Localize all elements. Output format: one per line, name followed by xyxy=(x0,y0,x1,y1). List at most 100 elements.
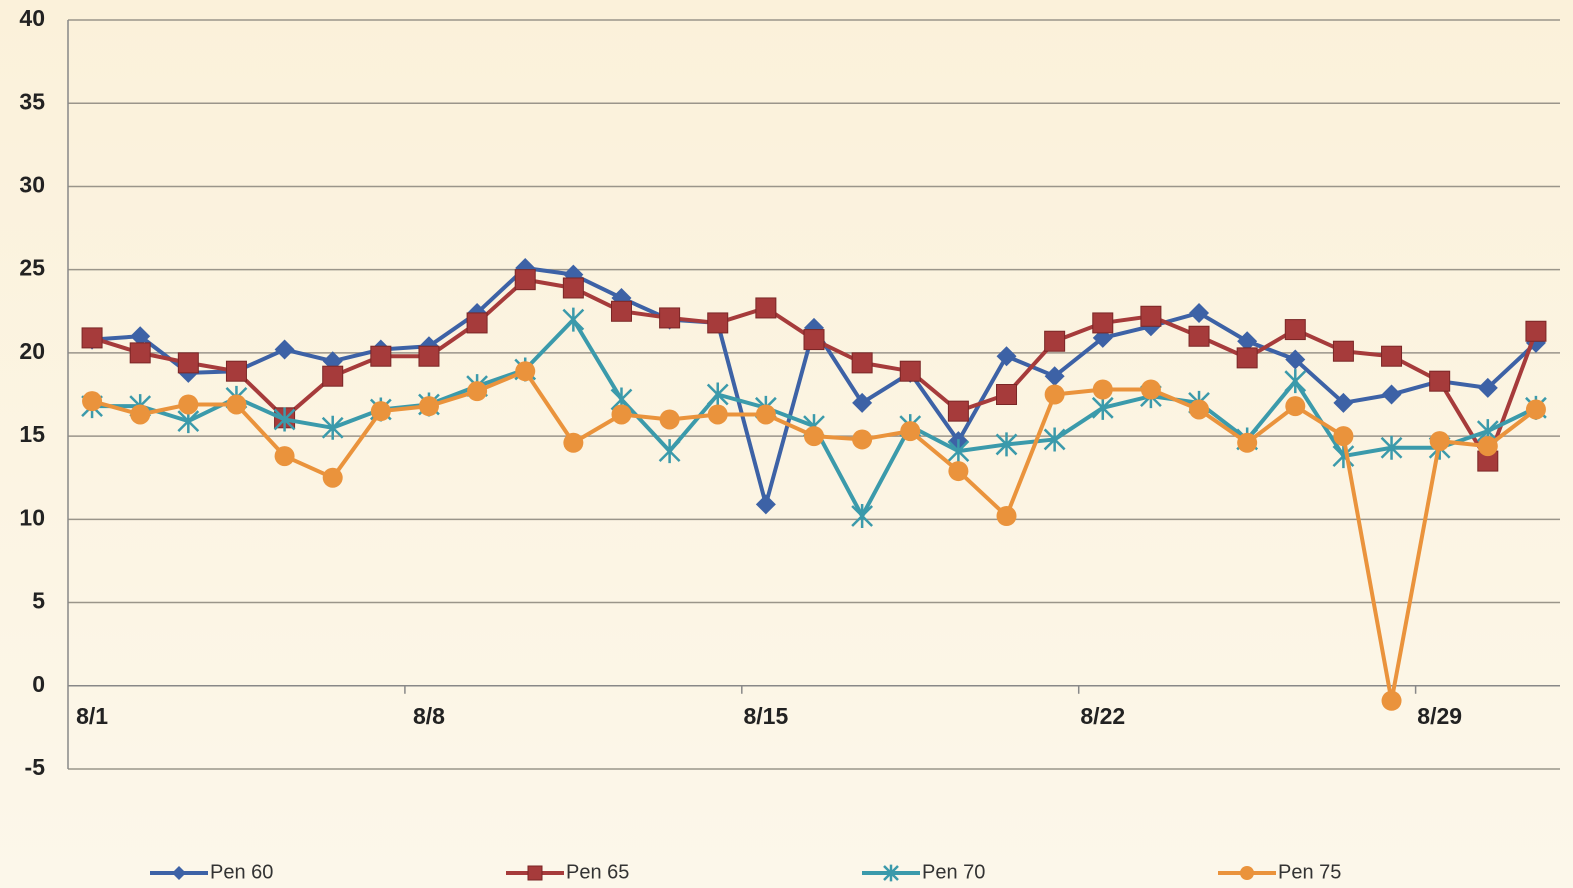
marker xyxy=(852,429,873,450)
marker xyxy=(611,404,632,425)
marker xyxy=(1381,345,1403,367)
legend-label: Pen 70 xyxy=(922,861,985,883)
marker xyxy=(1381,690,1402,711)
marker xyxy=(707,312,729,334)
series xyxy=(82,361,1546,711)
marker xyxy=(659,409,680,430)
marker xyxy=(562,277,584,299)
marker xyxy=(658,439,681,464)
marker xyxy=(81,327,103,349)
marker xyxy=(947,439,970,464)
marker xyxy=(707,404,728,425)
marker xyxy=(1043,427,1066,452)
marker xyxy=(1284,369,1307,394)
marker xyxy=(1284,319,1306,341)
y-tick-label: 20 xyxy=(19,338,45,364)
marker xyxy=(610,300,632,322)
marker xyxy=(755,297,777,319)
marker xyxy=(178,394,199,415)
series xyxy=(81,269,1547,472)
marker xyxy=(130,404,151,425)
x-tick-label: 8/1 xyxy=(76,703,108,729)
marker xyxy=(418,345,440,367)
marker xyxy=(852,392,873,413)
marker xyxy=(562,307,585,332)
marker xyxy=(851,504,874,529)
marker xyxy=(755,494,776,515)
marker xyxy=(467,381,488,402)
marker xyxy=(370,345,392,367)
y-tick-label: 25 xyxy=(19,255,45,281)
marker xyxy=(804,426,824,447)
marker xyxy=(755,404,776,425)
x-tick-label: 8/8 xyxy=(413,703,445,729)
marker xyxy=(996,506,1017,527)
marker xyxy=(274,339,295,360)
marker xyxy=(273,407,296,432)
marker xyxy=(274,446,295,467)
marker xyxy=(803,329,825,351)
marker xyxy=(466,312,488,334)
marker xyxy=(226,394,247,415)
marker xyxy=(1236,347,1258,369)
marker xyxy=(177,352,199,374)
y-tick-label: 40 xyxy=(19,5,45,31)
legend-label: Pen 60 xyxy=(210,861,273,883)
marker xyxy=(659,307,681,329)
marker xyxy=(1044,330,1066,352)
marker xyxy=(1044,384,1065,405)
marker xyxy=(900,421,921,442)
marker xyxy=(82,391,103,412)
marker xyxy=(1333,392,1354,413)
marker xyxy=(321,415,344,440)
marker xyxy=(1333,426,1354,447)
legend-label: Pen 75 xyxy=(1278,861,1341,883)
marker xyxy=(1092,379,1113,400)
marker xyxy=(1429,370,1451,392)
marker xyxy=(322,467,343,488)
marker xyxy=(851,352,873,374)
marker xyxy=(995,432,1018,457)
marker xyxy=(1188,325,1210,347)
marker xyxy=(1525,320,1547,342)
marker xyxy=(1381,384,1402,405)
y-tick-label: 0 xyxy=(32,671,45,697)
marker xyxy=(1285,349,1306,370)
marker xyxy=(1380,435,1403,460)
marker xyxy=(172,866,186,880)
marker xyxy=(1140,379,1161,400)
legend-label: Pen 65 xyxy=(566,861,629,883)
x-tick-label: 8/22 xyxy=(1080,703,1125,729)
marker xyxy=(1092,312,1114,334)
marker xyxy=(370,401,391,422)
marker xyxy=(1332,340,1354,362)
marker xyxy=(1237,432,1258,453)
marker xyxy=(1044,366,1065,387)
marker xyxy=(948,461,969,482)
marker xyxy=(322,365,344,387)
marker xyxy=(1140,305,1162,327)
marker xyxy=(418,396,439,417)
marker xyxy=(563,432,584,453)
marker xyxy=(225,360,247,382)
marker xyxy=(1237,331,1258,352)
marker xyxy=(1091,395,1114,420)
marker xyxy=(130,326,151,347)
y-tick-label: 5 xyxy=(32,588,45,614)
marker xyxy=(515,361,536,382)
marker xyxy=(1240,866,1254,880)
marker xyxy=(1189,302,1210,323)
marker xyxy=(1477,377,1498,398)
marker xyxy=(706,382,729,407)
y-tick-label: -5 xyxy=(25,754,46,780)
marker xyxy=(1285,396,1306,417)
x-tick-label: 8/15 xyxy=(743,703,788,729)
marker xyxy=(996,384,1018,405)
marker xyxy=(1525,399,1546,420)
marker xyxy=(1189,399,1210,420)
marker xyxy=(129,342,151,364)
x-tick-label: 8/29 xyxy=(1417,703,1462,729)
y-tick-label: 35 xyxy=(19,88,45,114)
